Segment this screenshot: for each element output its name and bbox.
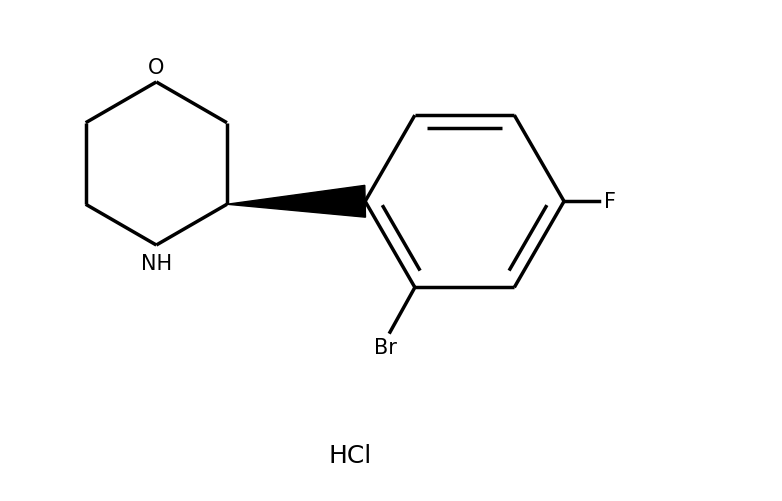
Polygon shape <box>227 186 365 218</box>
Text: NH: NH <box>141 254 172 274</box>
Text: F: F <box>604 192 615 212</box>
Text: Br: Br <box>374 338 396 357</box>
Text: HCl: HCl <box>328 443 372 467</box>
Text: O: O <box>148 58 164 78</box>
